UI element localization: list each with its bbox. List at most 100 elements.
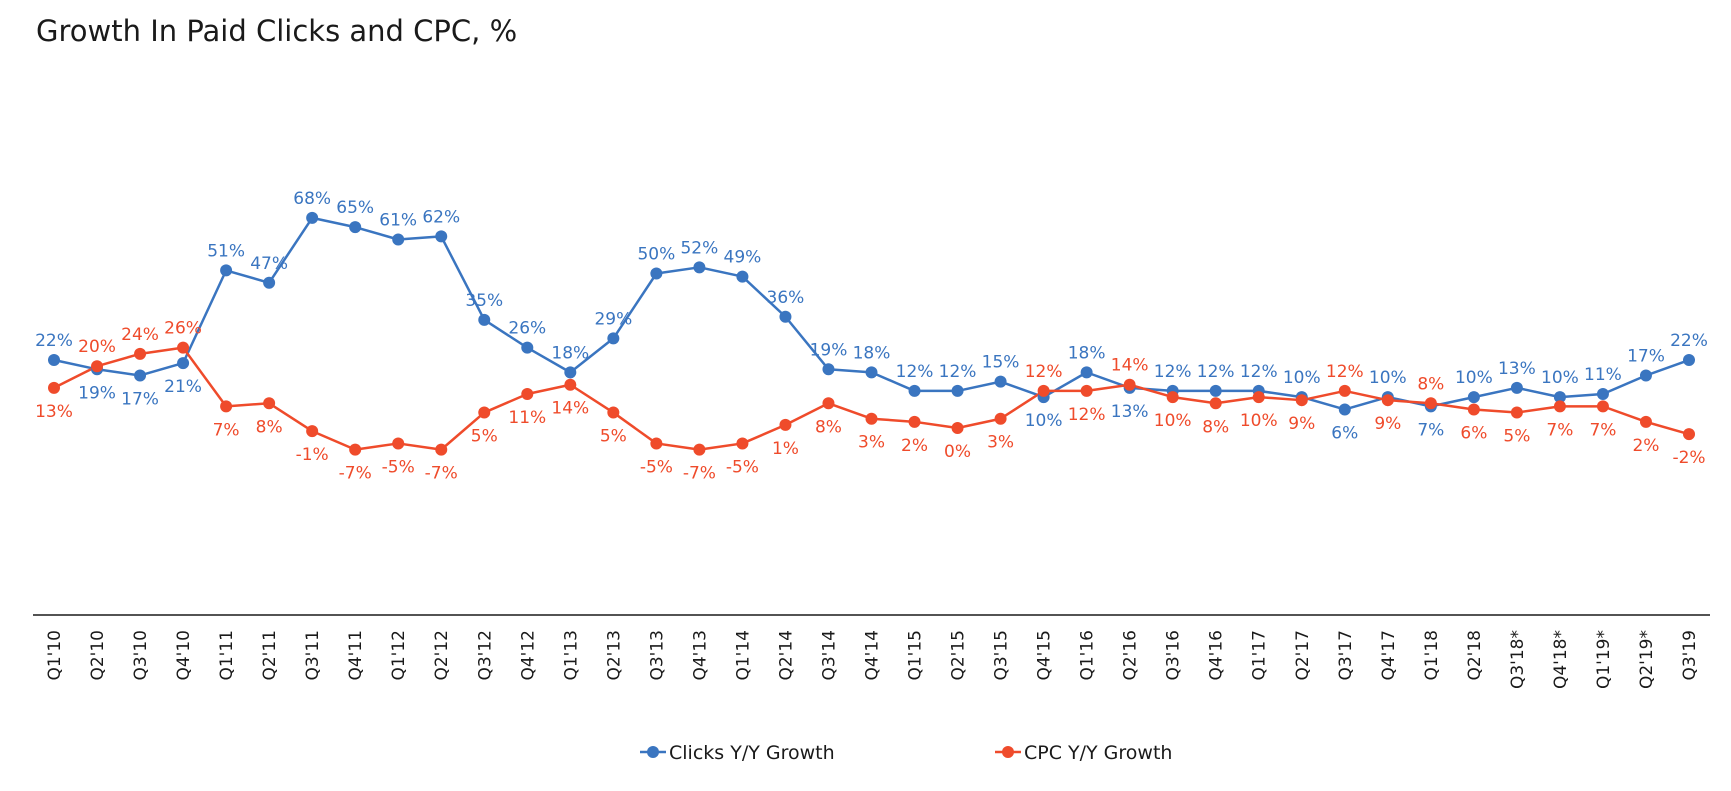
clicks-data-point	[1639, 369, 1652, 382]
clicks-data-label: 18%	[853, 343, 891, 363]
clicks-data-label: 10%	[1025, 411, 1063, 431]
cpc-legend-label: CPC Y/Y Growth	[1024, 742, 1172, 764]
cpc-data-point	[392, 437, 405, 450]
cpc-data-point	[736, 437, 749, 450]
clicks-data-label: 12%	[1240, 362, 1278, 382]
cpc-data-point	[1338, 384, 1351, 397]
clicks-data-point	[392, 233, 405, 246]
clicks-data-label: 21%	[164, 377, 202, 397]
x-tick-label: Q3'15	[992, 630, 1012, 681]
cpc-data-point	[1553, 400, 1566, 413]
cpc-data-label: 1%	[772, 439, 799, 459]
cpc-data-point	[1252, 391, 1265, 404]
clicks-data-point	[1209, 384, 1222, 397]
cpc-data-label: 6%	[1460, 423, 1487, 443]
x-tick-label: Q4'13	[690, 630, 710, 681]
cpc-data-label: 5%	[1503, 427, 1530, 447]
cpc-data-label: 14%	[551, 399, 589, 419]
series-points	[48, 211, 1695, 456]
clicks-data-point	[435, 230, 448, 243]
cpc-data-label: 7%	[1589, 420, 1616, 440]
cpc-data-label: 24%	[121, 325, 159, 345]
cpc-data-point	[91, 360, 104, 373]
cpc-data-point	[908, 415, 921, 428]
clicks-data-label: 35%	[465, 291, 503, 311]
cpc-data-point	[1037, 384, 1050, 397]
clicks-data-label: 7%	[1417, 420, 1444, 440]
cpc-data-label: 8%	[815, 417, 842, 437]
clicks-data-label: 18%	[551, 343, 589, 363]
cpc-data-label: -7%	[683, 464, 716, 484]
cpc-data-point	[177, 341, 190, 354]
x-tick-label: Q2'13	[604, 630, 624, 681]
clicks-data-label: 15%	[982, 353, 1020, 373]
cpc-data-point	[1639, 415, 1652, 428]
cpc-data-point	[521, 388, 534, 401]
clicks-data-label: 22%	[35, 331, 73, 351]
cpc-data-label: 5%	[471, 427, 498, 447]
clicks-data-label: 10%	[1455, 368, 1493, 388]
x-tick-label: Q2'15	[949, 630, 969, 681]
cpc-data-point	[994, 412, 1007, 425]
clicks-legend-label: Clicks Y/Y Growth	[669, 742, 835, 764]
cpc-data-label: 9%	[1288, 414, 1315, 434]
x-tick-label: Q1'15	[906, 630, 926, 681]
clicks-data-point	[607, 332, 620, 345]
clicks-data-label: 62%	[422, 207, 460, 227]
cpc-data-label: 7%	[213, 420, 240, 440]
cpc-data-label: 13%	[35, 402, 73, 422]
x-tick-label: Q3'11	[303, 630, 323, 681]
cpc-data-label: 8%	[256, 417, 283, 437]
x-tick-label: Q3'13	[647, 630, 667, 681]
cpc-data-label: -5%	[726, 457, 759, 477]
cpc-data-point	[1467, 403, 1480, 416]
clicks-data-label: 51%	[207, 241, 245, 261]
cpc-data-point	[1510, 406, 1523, 419]
x-axis-ticks: Q1'10 Q2'10 Q3'10 Q4'10 Q1'11 Q2'11 Q3'11 Q4'11…	[45, 630, 1700, 689]
clicks-data-point	[822, 363, 835, 376]
clicks-data-label: 17%	[1627, 346, 1665, 366]
x-tick-label: Q2'19*	[1637, 630, 1657, 689]
x-tick-label: Q3'16	[1164, 630, 1184, 681]
clicks-data-label: 22%	[1670, 331, 1708, 351]
cpc-data-label: 9%	[1374, 414, 1401, 434]
chart-title: Growth In Paid Clicks and CPC, %	[36, 14, 518, 48]
cpc-data-label: 5%	[600, 427, 627, 447]
cpc-data-point	[478, 406, 491, 419]
cpc-data-label: 3%	[858, 433, 885, 453]
cpc-data-label: 2%	[901, 436, 928, 456]
cpc-data-label: 11%	[508, 408, 546, 428]
x-tick-label: Q2'18	[1465, 630, 1485, 681]
clicks-legend-marker	[647, 746, 659, 758]
clicks-data-label: 12%	[1197, 362, 1235, 382]
clicks-data-label: 10%	[1541, 368, 1579, 388]
cpc-data-label: 26%	[164, 319, 202, 339]
clicks-data-label: 36%	[767, 288, 805, 308]
clicks-data-point	[779, 310, 792, 323]
cpc-data-label: -5%	[382, 457, 415, 477]
clicks-data-label: 19%	[78, 383, 116, 403]
cpc-data-point	[779, 418, 792, 431]
cpc-data-label: 10%	[1240, 411, 1278, 431]
clicks-data-point	[1683, 354, 1695, 367]
x-tick-label: Q4'17	[1379, 630, 1399, 681]
clicks-data-point	[693, 261, 706, 274]
clicks-data-point	[951, 384, 964, 397]
cpc-data-point	[1295, 394, 1308, 407]
cpc-data-label: 12%	[1025, 362, 1063, 382]
cpc-data-point	[1596, 400, 1609, 413]
x-tick-label: Q3'10	[131, 630, 151, 681]
clicks-data-label: 10%	[1283, 368, 1321, 388]
clicks-data-point	[994, 375, 1007, 388]
clicks-data-point	[1467, 391, 1480, 404]
clicks-data-point	[349, 221, 362, 234]
clicks-data-point	[650, 267, 663, 280]
clicks-data-point	[177, 357, 190, 370]
cpc-data-point	[607, 406, 620, 419]
clicks-data-point	[908, 384, 921, 397]
cpc-data-label: -7%	[425, 464, 458, 484]
clicks-data-label: 12%	[1154, 362, 1192, 382]
x-tick-label: Q2'11	[260, 630, 280, 681]
clicks-data-point	[263, 276, 276, 289]
clicks-data-point	[1510, 381, 1523, 394]
